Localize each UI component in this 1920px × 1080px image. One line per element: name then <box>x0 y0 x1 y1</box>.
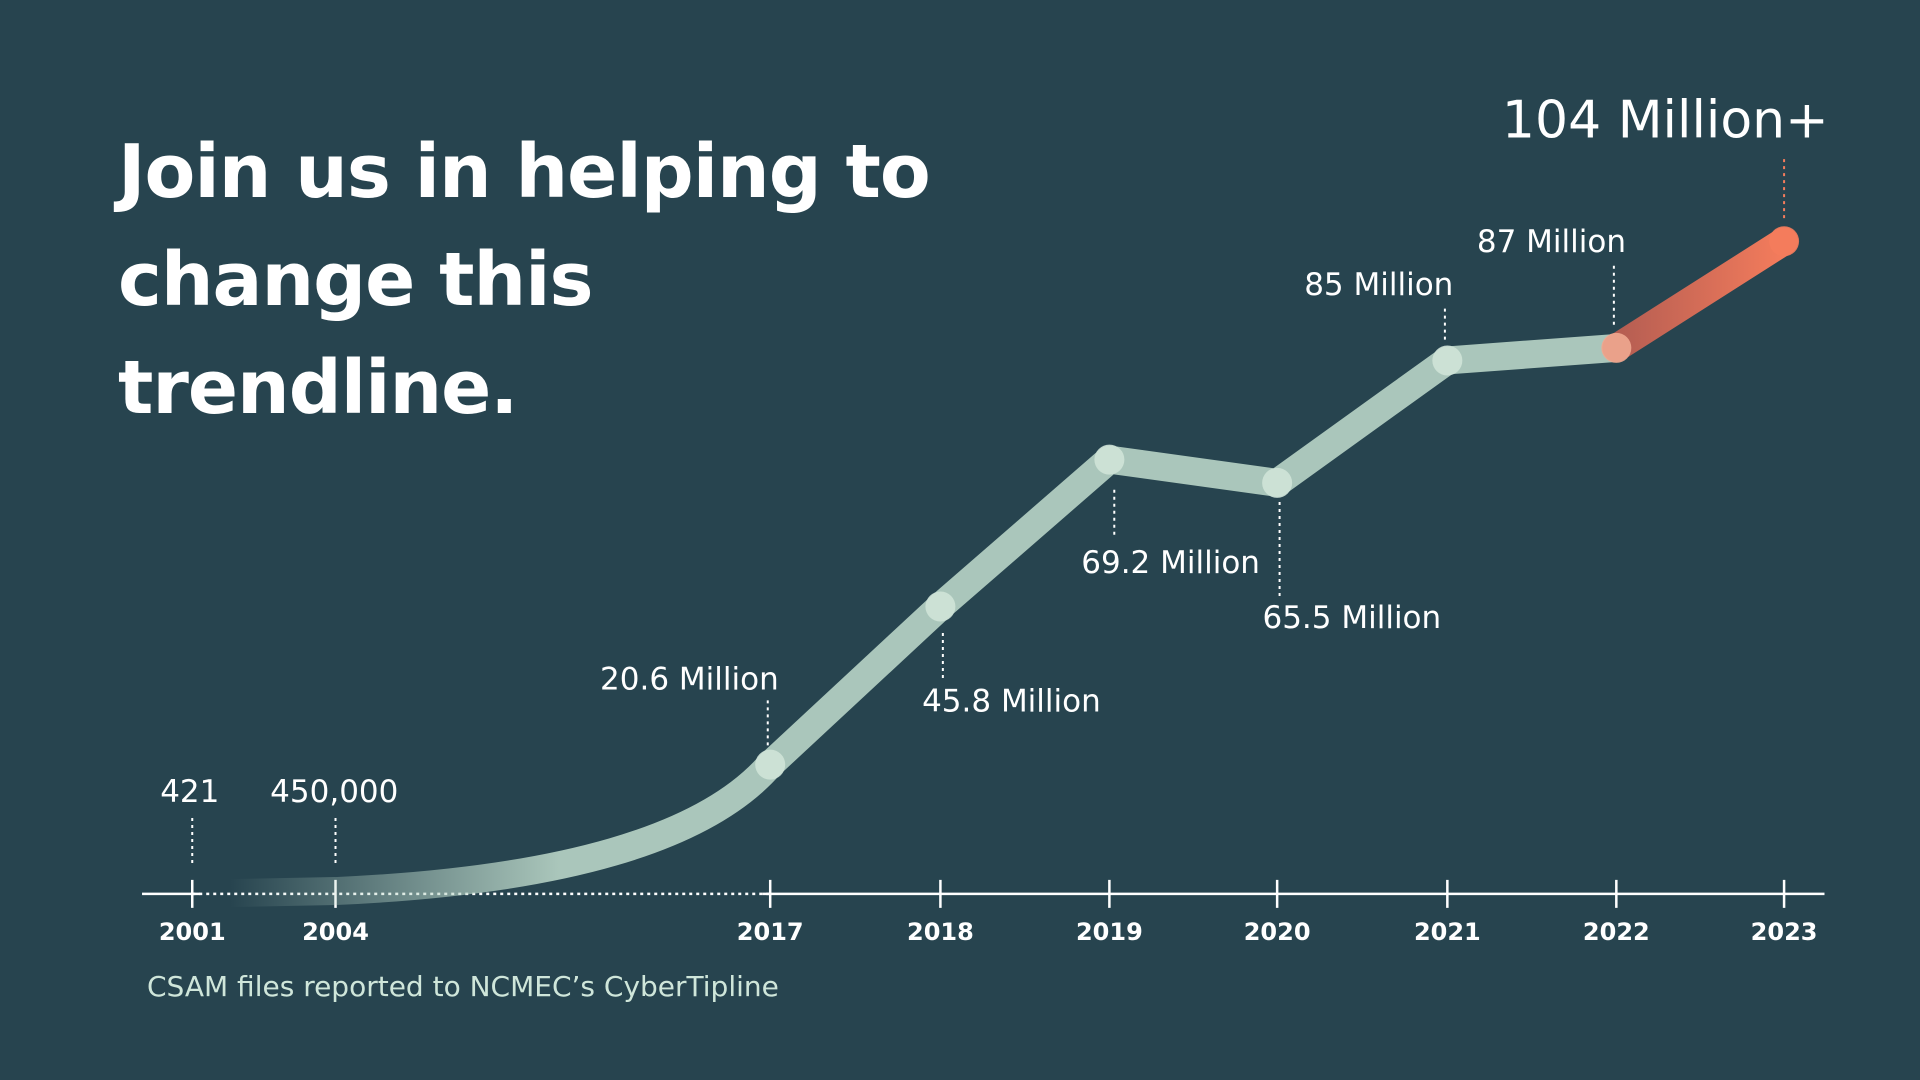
value-label: 45.8 Million <box>922 683 1101 719</box>
data-point <box>1769 226 1800 257</box>
x-tick-label: 2021 <box>1414 918 1481 946</box>
value-label: 450,000 <box>270 774 398 810</box>
caption: CSAM files reported to NCMEC’s CyberTipl… <box>147 970 779 1003</box>
x-tick-label: 2018 <box>907 918 974 946</box>
data-point <box>1432 345 1463 376</box>
data-point <box>925 591 956 622</box>
value-label: 421 <box>160 774 219 810</box>
value-label: 65.5 Million <box>1262 600 1441 636</box>
x-tick-label: 2001 <box>159 918 226 946</box>
x-tick-label: 2023 <box>1751 918 1818 946</box>
value-label: 20.6 Million <box>600 661 779 697</box>
x-tick-label: 2017 <box>737 918 804 946</box>
x-tick-label: 2020 <box>1244 918 1311 946</box>
data-point <box>1262 467 1293 498</box>
x-tick-label: 2022 <box>1583 918 1650 946</box>
data-point <box>1601 332 1632 363</box>
value-label: 69.2 Million <box>1081 545 1260 581</box>
value-label: 87 Million <box>1477 224 1626 260</box>
trend-line-highlight <box>1602 227 1799 362</box>
value-label: 85 Million <box>1304 267 1453 303</box>
x-tick-label: 2019 <box>1076 918 1143 946</box>
x-tick-label: 2004 <box>302 918 369 946</box>
data-point <box>1094 444 1125 475</box>
value-label: 104 Million+ <box>1502 91 1829 151</box>
data-point <box>755 749 786 780</box>
headline: Join us in helping to change this trendl… <box>118 129 931 431</box>
